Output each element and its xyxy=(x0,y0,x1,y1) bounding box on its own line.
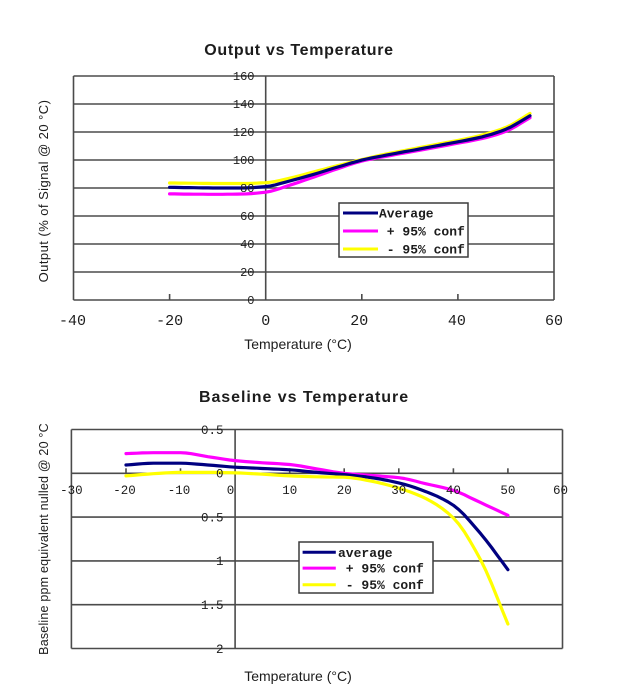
svg-text:40: 40 xyxy=(446,484,461,498)
svg-text:- 95% conf: - 95% conf xyxy=(338,578,424,593)
svg-text:10: 10 xyxy=(282,484,297,498)
svg-text:-30: -30 xyxy=(60,484,83,498)
svg-text:0: 0 xyxy=(216,468,224,482)
svg-text:20: 20 xyxy=(240,266,254,280)
svg-text:20: 20 xyxy=(337,484,352,498)
svg-text:Baseline ppm equivalent nulled: Baseline ppm equivalent nulled @ 20 °C xyxy=(37,423,51,655)
svg-text:40: 40 xyxy=(240,238,254,252)
svg-text:average: average xyxy=(338,546,393,561)
svg-text:120: 120 xyxy=(233,126,255,140)
svg-text:0.5: 0.5 xyxy=(201,424,224,438)
svg-text:1: 1 xyxy=(216,555,224,569)
svg-text:Output (% of Signal @ 20 °C): Output (% of Signal @ 20 °C) xyxy=(36,100,51,283)
svg-text:Average: Average xyxy=(379,207,434,222)
svg-text:0: 0 xyxy=(227,484,235,498)
svg-text:0: 0 xyxy=(261,313,270,330)
svg-text:80: 80 xyxy=(240,182,254,196)
svg-text:160: 160 xyxy=(233,70,255,84)
svg-text:Baseline vs Temperature: Baseline vs Temperature xyxy=(199,389,409,406)
svg-text:-10: -10 xyxy=(168,484,191,498)
svg-text:0.5: 0.5 xyxy=(201,511,224,525)
svg-text:+ 95% conf: + 95% conf xyxy=(379,225,465,240)
svg-text:-40: -40 xyxy=(59,313,86,330)
svg-text:+ 95% conf: + 95% conf xyxy=(338,562,424,577)
svg-text:30: 30 xyxy=(391,484,406,498)
svg-text:-20: -20 xyxy=(156,313,183,330)
svg-text:- 95% conf: - 95% conf xyxy=(379,243,465,258)
svg-text:40: 40 xyxy=(448,313,466,330)
svg-text:50: 50 xyxy=(500,484,515,498)
svg-text:Output vs Temperature: Output vs Temperature xyxy=(204,42,394,59)
svg-text:140: 140 xyxy=(233,98,255,112)
svg-text:60: 60 xyxy=(240,210,254,224)
svg-text:0: 0 xyxy=(247,294,254,308)
svg-text:1.5: 1.5 xyxy=(201,599,224,613)
svg-text:Temperature (°C): Temperature (°C) xyxy=(244,336,352,352)
svg-text:60: 60 xyxy=(545,313,563,330)
svg-text:20: 20 xyxy=(350,313,368,330)
svg-text:2: 2 xyxy=(216,643,224,657)
svg-text:100: 100 xyxy=(233,154,255,168)
svg-text:Temperature (°C): Temperature (°C) xyxy=(244,668,352,684)
svg-text:-20: -20 xyxy=(113,484,136,498)
svg-text:60: 60 xyxy=(553,484,568,498)
